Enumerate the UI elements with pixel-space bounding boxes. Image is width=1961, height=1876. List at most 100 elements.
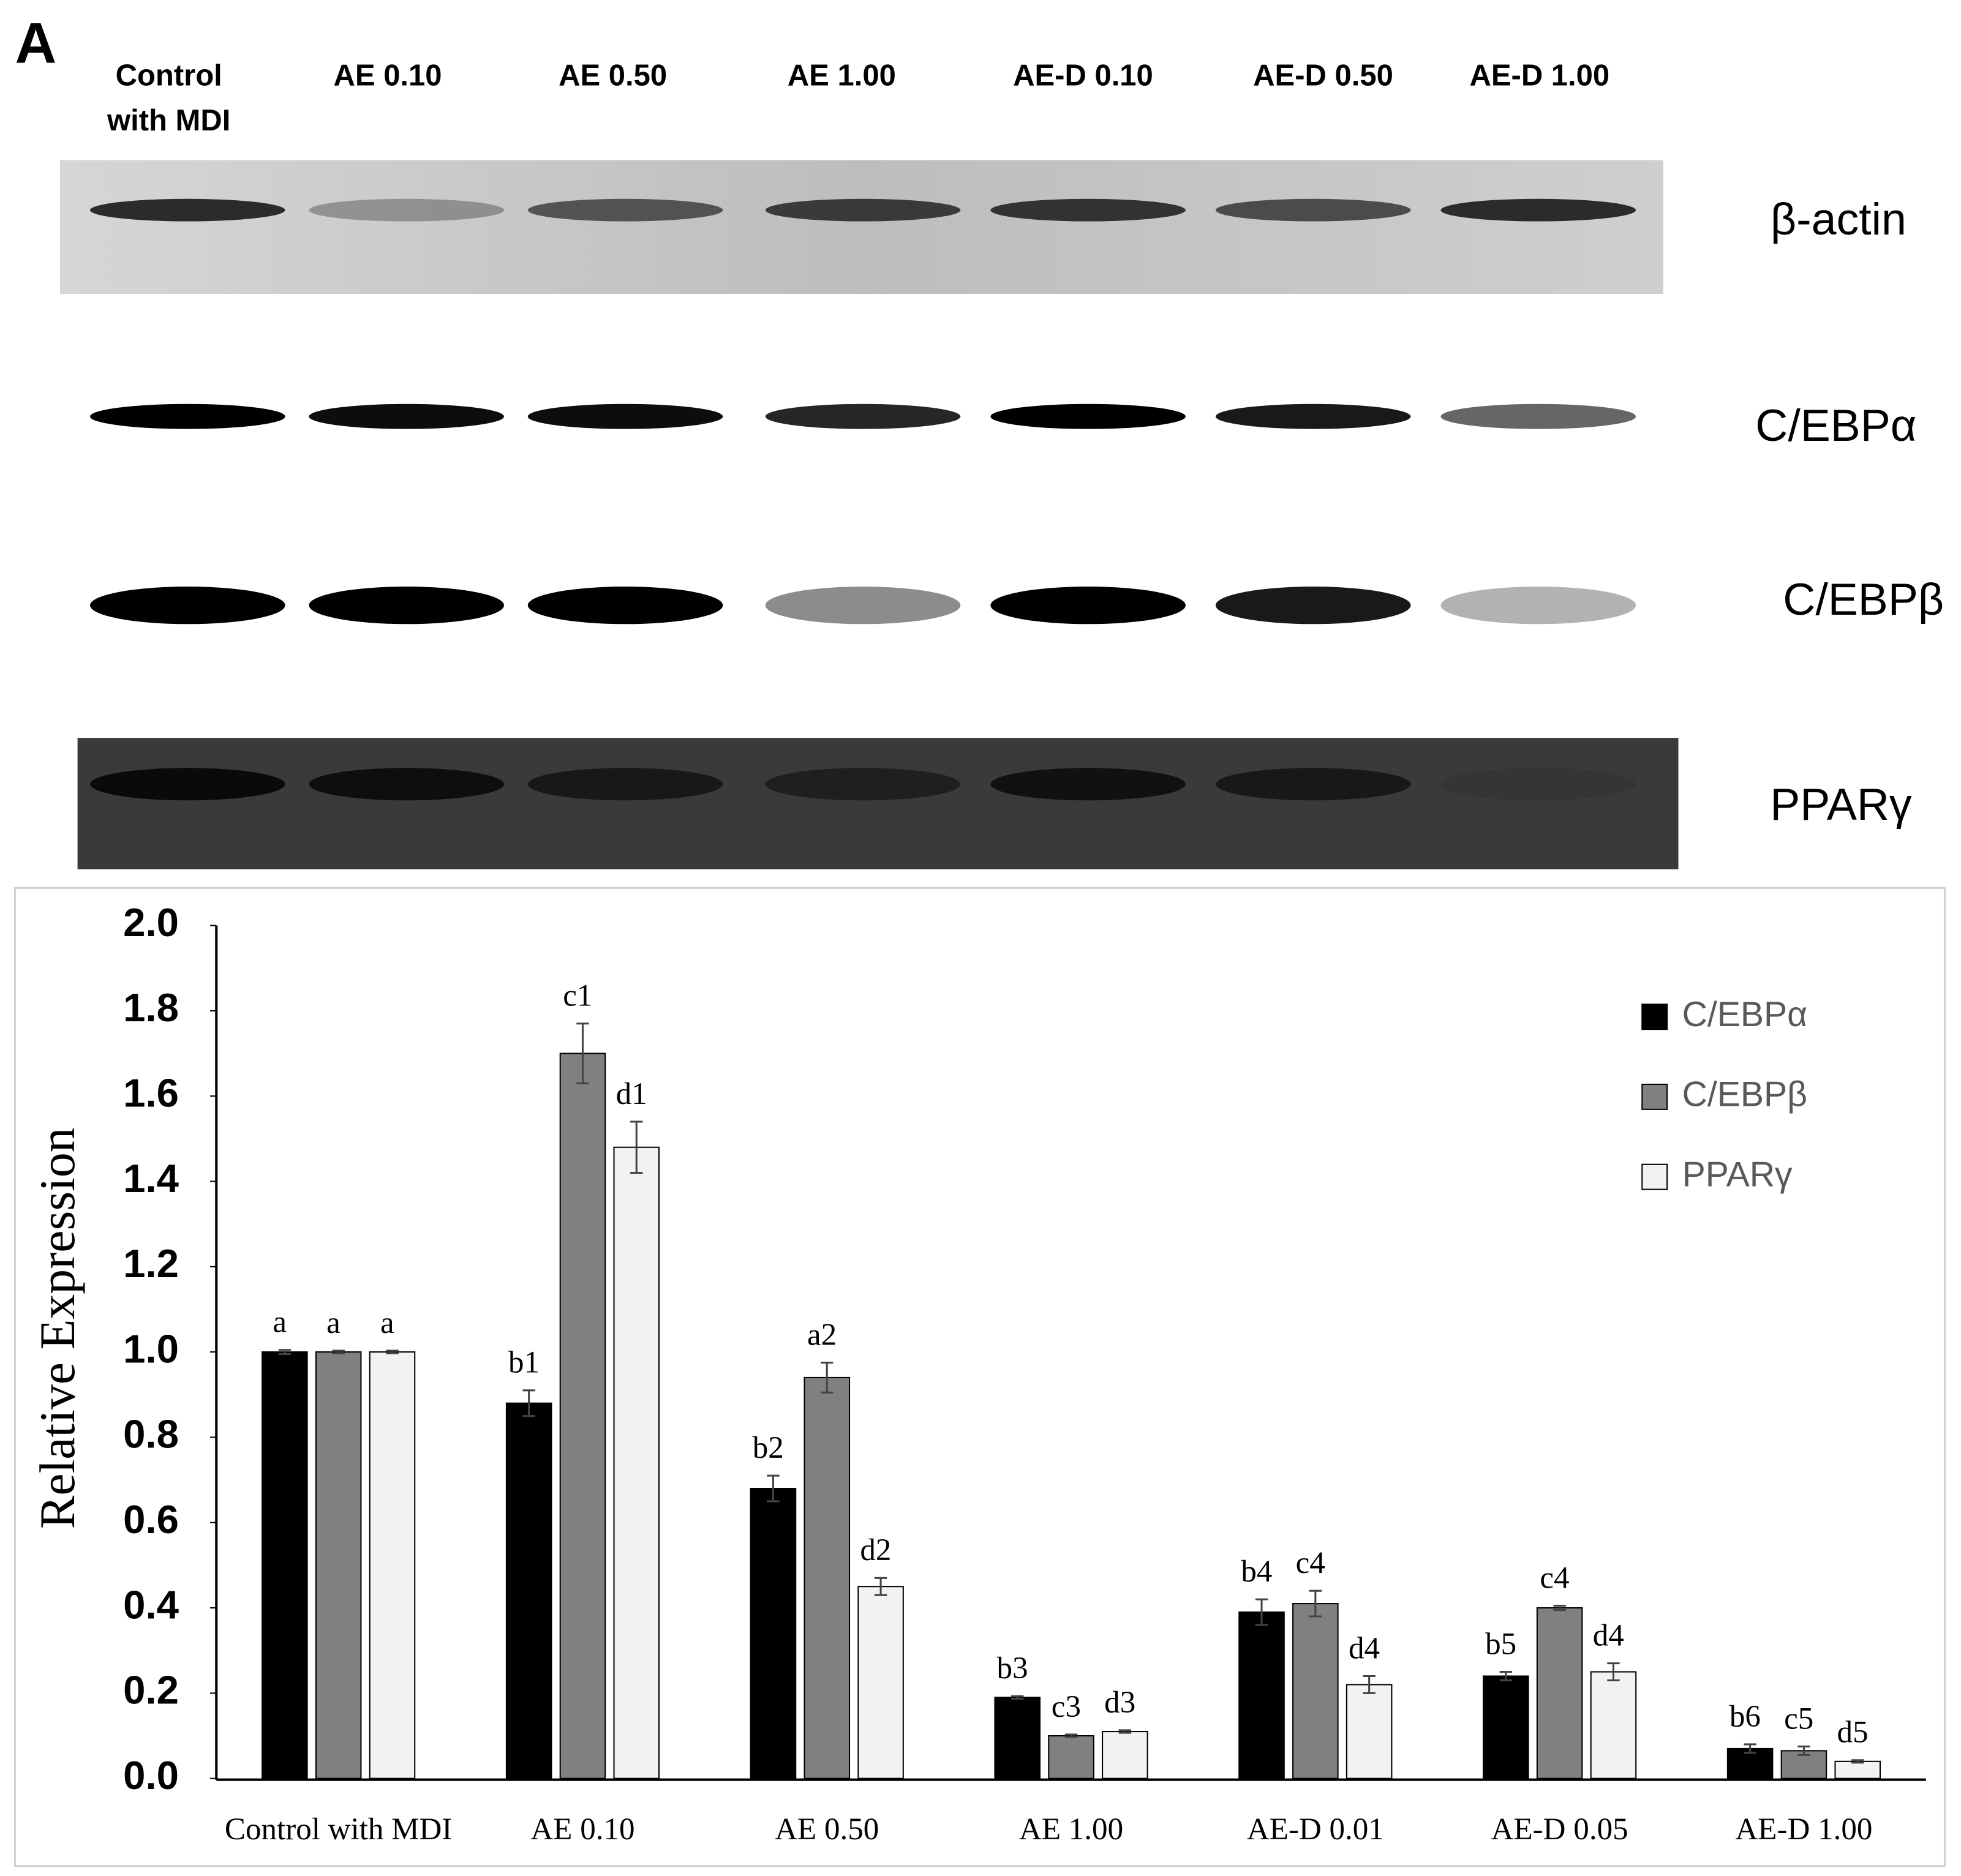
bar — [1590, 1671, 1637, 1779]
significance-label: b5 — [1485, 1627, 1516, 1661]
blot-band — [527, 768, 723, 801]
significance-label: c1 — [563, 979, 592, 1013]
error-bar — [332, 1349, 345, 1354]
blot-band — [527, 587, 723, 625]
blot-band — [765, 403, 961, 429]
error-bar — [767, 1474, 780, 1503]
bar — [613, 1146, 660, 1779]
error-bar — [1363, 1675, 1376, 1694]
lane-label: AE-D 0.10 — [1013, 59, 1153, 92]
blot-strip — [60, 160, 1663, 295]
blot-band — [1215, 198, 1411, 222]
error-bar — [1255, 1598, 1268, 1626]
legend-label: C/EBPβ — [1682, 1075, 1807, 1114]
blot-band — [309, 198, 504, 222]
bar — [1346, 1684, 1393, 1779]
error-bar — [386, 1349, 399, 1354]
x-tick-label: AE 0.10 — [530, 1812, 634, 1847]
y-tick-label: 0.6 — [123, 1497, 179, 1542]
error-bar — [1499, 1671, 1513, 1681]
blot-band — [990, 768, 1186, 801]
x-tick-label: AE 0.50 — [775, 1812, 879, 1847]
significance-label: a — [326, 1306, 341, 1340]
bar — [1048, 1735, 1094, 1779]
significance-label: c4 — [1296, 1546, 1325, 1580]
error-bar — [1607, 1662, 1620, 1681]
bar — [1536, 1607, 1583, 1779]
legend-label: C/EBPα — [1682, 995, 1808, 1034]
bar — [1102, 1731, 1148, 1779]
significance-label: c5 — [1784, 1702, 1813, 1736]
significance-label: c4 — [1540, 1561, 1569, 1595]
significance-label: b1 — [508, 1346, 540, 1380]
blot-band — [90, 587, 285, 625]
bar — [1238, 1611, 1285, 1779]
x-tick-label: AE-D 0.05 — [1491, 1812, 1628, 1847]
bar — [315, 1351, 362, 1779]
bar — [1483, 1675, 1529, 1779]
significance-label: d4 — [1349, 1631, 1380, 1665]
x-tick-label: Control with MDI — [225, 1812, 452, 1847]
error-bar — [821, 1362, 834, 1394]
chart: Relative Expression 0.0 0.2 0.4 0.6 0.8 1.0 1.… — [29, 900, 1926, 1847]
bar — [505, 1402, 552, 1779]
blot-band — [765, 768, 961, 801]
protein-label: β-actin — [1771, 193, 1906, 244]
y-tick-label: 2.0 — [123, 900, 179, 945]
bar — [262, 1351, 308, 1779]
significance-label: a2 — [807, 1318, 837, 1352]
blot-band — [1440, 403, 1636, 429]
blot-strip — [77, 738, 1679, 869]
blot-band — [90, 403, 285, 429]
bar — [1834, 1760, 1881, 1779]
significance-label: a — [380, 1306, 394, 1340]
legend-swatch — [1641, 1004, 1668, 1030]
lane-label: AE 1.00 — [788, 59, 896, 92]
y-tick-label: 1.4 — [123, 1156, 179, 1201]
blot-band — [990, 403, 1186, 429]
bar — [1292, 1603, 1339, 1779]
y-tick-label: 0.4 — [123, 1582, 179, 1627]
blot-band — [1440, 198, 1636, 222]
significance-label: b3 — [997, 1651, 1028, 1686]
bar — [857, 1586, 904, 1779]
error-bar — [1309, 1589, 1322, 1618]
error-bar — [874, 1577, 887, 1596]
bar — [994, 1697, 1041, 1779]
protein-label: PPARγ — [1770, 779, 1912, 830]
error-bar — [1553, 1605, 1566, 1611]
blot-band — [527, 403, 723, 429]
blot-band — [1215, 768, 1411, 801]
panel-label: A — [15, 10, 57, 75]
error-bar — [630, 1120, 643, 1174]
significance-label: b2 — [753, 1431, 784, 1465]
error-bar — [1797, 1745, 1810, 1756]
y-tick-label: 1.2 — [123, 1241, 179, 1286]
blot-band — [309, 768, 504, 801]
blot-band — [1440, 587, 1636, 625]
lane-label: AE-D 0.50 — [1253, 59, 1393, 92]
x-tick-label: AE 1.00 — [1019, 1812, 1123, 1847]
lane-label: AE 0.50 — [559, 59, 667, 92]
blot-band — [765, 198, 961, 222]
blot-band — [1215, 587, 1411, 625]
y-tick-label: 1.6 — [123, 1070, 179, 1115]
error-bar — [278, 1349, 292, 1356]
bar — [369, 1351, 416, 1779]
y-tick-label: 0.0 — [123, 1753, 179, 1798]
x-tick-label: AE-D 1.00 — [1735, 1812, 1872, 1847]
legend-label: PPARγ — [1682, 1155, 1793, 1194]
blot-band — [309, 403, 504, 429]
blot-band — [1440, 768, 1636, 801]
error-bar — [1744, 1743, 1756, 1754]
blot-band — [990, 198, 1186, 222]
significance-label: d5 — [1837, 1716, 1869, 1750]
error-bar — [1064, 1733, 1078, 1738]
blot-band — [90, 198, 285, 222]
legend-swatch — [1641, 1163, 1668, 1190]
y-tick-label: 0.2 — [123, 1668, 179, 1713]
lane-label: AE-D 1.00 — [1469, 59, 1609, 92]
significance-label: d2 — [860, 1533, 891, 1567]
